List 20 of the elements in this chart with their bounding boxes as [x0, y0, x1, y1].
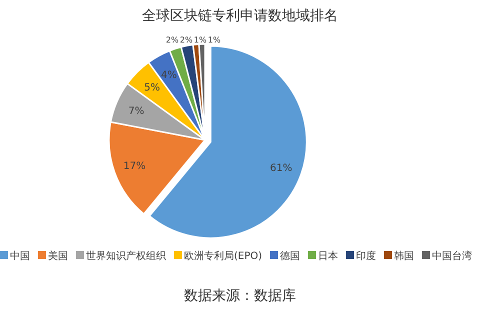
- legend-label: 日本: [318, 250, 338, 262]
- legend-label: 欧洲专利局(EPO): [184, 250, 262, 262]
- data-label: 4%: [160, 70, 177, 81]
- legend-label: 美国: [48, 250, 68, 262]
- legend-label: 韩国: [394, 250, 414, 262]
- data-label: 17%: [123, 160, 146, 172]
- data-label: 61%: [270, 162, 292, 174]
- legend-label: 中国: [10, 250, 30, 262]
- data-label: 7%: [128, 106, 144, 117]
- legend-label: 德国: [280, 251, 300, 262]
- data-label: 1%: [194, 36, 207, 44]
- data-label: 1%: [208, 36, 221, 44]
- data-label: 2%: [180, 36, 193, 44]
- legend-label: 中国台湾: [432, 250, 472, 262]
- data-label: 2%: [166, 36, 179, 44]
- chart-title: 全球区块链专利申请数地域排名: [142, 8, 338, 24]
- legend-label: 世界知识产权组织: [86, 250, 166, 262]
- legend-label: 印度: [356, 250, 376, 262]
- data-label: 5%: [144, 82, 160, 94]
- source-note: 数据来源：数据库: [184, 288, 296, 304]
